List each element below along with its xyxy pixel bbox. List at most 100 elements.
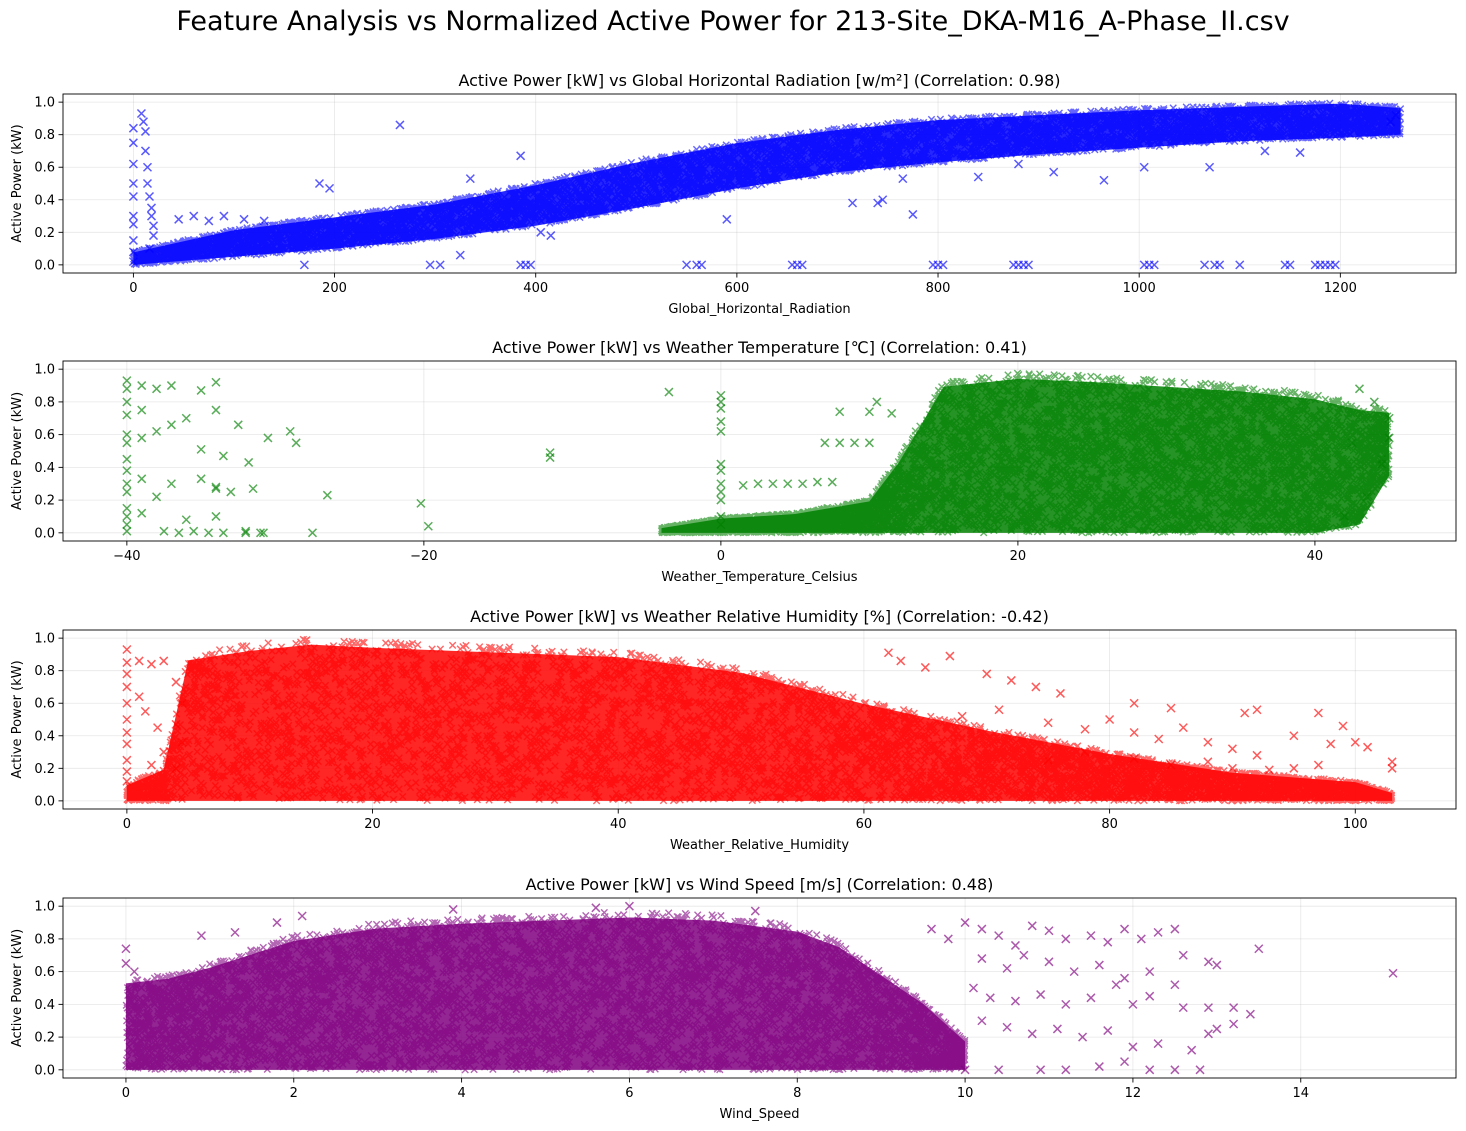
y-tick-label: 0.0 [34,258,55,273]
scatter-point [716,417,726,427]
scatter-point [864,407,874,417]
scatter-point [1094,1062,1104,1072]
scatter-point [122,755,132,765]
scatter-point [1061,1065,1071,1075]
subplot-1: 0 200 400 600 800 1000 1200 0.0 0.2 0.4 0.6 0.8 1.0 A… [10,71,1457,317]
subplot-3: 0 20 40 60 80 100 0.0 0.2 0.4 0.6 0.8 1.0 Active Pow… [10,607,1457,853]
scatter-point [1203,1029,1213,1039]
scatter-point [1340,511,1350,521]
y-tick-label: 1.0 [34,96,55,111]
y-tick-label: 0.6 [34,428,55,443]
scatter-point [1061,999,1071,1009]
scatter-point [872,397,882,407]
x-tick-label: 100 [1343,817,1368,832]
y-axis-label: Active Power (kW) [10,929,25,1047]
y-tick-label: 0.4 [34,729,55,744]
figure-suptitle: Feature Analysis vs Normalized Active Po… [176,6,1290,37]
scatter-point [716,487,726,497]
scatter-point [768,479,778,489]
scatter-point [171,719,181,729]
subplot-title: Active Power [kW] vs Global Horizontal R… [458,71,1060,90]
scatter-point [122,669,132,679]
scatter-point [122,410,132,420]
scatter-point [750,906,760,916]
scatter-point [204,216,214,226]
scatter-point [1069,967,1079,977]
scatter-point [1384,433,1394,443]
scatter-point [1027,921,1037,931]
dense-marker-core [133,103,1401,265]
axes-frame [62,629,1457,810]
subplot-title: Active Power [kW] vs Weather Temperature… [492,338,1027,357]
y-axis-label: Active Power (kW) [10,124,25,242]
scatter-point [241,528,251,538]
scatter-point [1145,1065,1155,1075]
scatter-point [1139,162,1149,172]
scatter-point [241,526,251,536]
scatter-point [1061,934,1071,944]
scatter-point [1031,682,1041,692]
scatter-point [977,1016,987,1026]
y-tick-label: 0.6 [34,965,55,980]
x-tick-label: 80 [1101,817,1118,832]
scatter-point [1252,750,1262,760]
scatter-point [982,669,992,679]
scatter-point [219,211,229,221]
scatter-point [171,677,181,687]
scatter-point [827,477,837,487]
scatter-point [1384,413,1394,423]
scatter-point [716,426,726,436]
scatter-point [121,944,131,954]
scatter-point [1086,993,1096,1003]
scatter-point [230,927,240,937]
x-tick-label: −40 [113,549,140,564]
axes-frame [62,897,1457,1079]
scatter-point [1129,698,1139,708]
y-tick-label: 0.8 [34,395,55,410]
scatter-point [1080,747,1090,757]
scatter-point [325,183,335,193]
scatter-point [1078,1032,1088,1042]
x-tick-label: −20 [410,549,437,564]
scatter-point [239,214,249,224]
x-tick-label: 10 [957,1086,974,1101]
scatter-point [226,487,236,497]
scatter-point [140,706,150,716]
scatter-point [142,178,153,189]
scatter-point [122,714,132,725]
scatter-point [994,705,1004,715]
scatter-point [1136,934,1146,944]
scatter-point [140,126,151,136]
scatter-point [1149,260,1159,270]
scatter-point [977,954,987,964]
scatter-point [1024,260,1034,270]
scatter-point [144,244,155,254]
subplot-title: Active Power [kW] vs Weather Relative Hu… [470,607,1049,626]
scatter-point [1386,117,1396,127]
scatter-point [783,479,793,489]
scatter-point [873,198,883,208]
x-tick-label: 60 [856,817,873,832]
y-tick-label: 1.0 [34,363,55,378]
scatter-point [314,178,325,189]
scatter-point [716,397,726,407]
scatter-point [1044,957,1054,967]
x-tick-label: 200 [322,281,347,296]
scatter-point [1187,1045,1197,1055]
scatter-point [1153,1039,1163,1049]
scatter-point [122,430,132,440]
axes-frame [62,360,1457,542]
scatter-point [682,260,692,270]
subplot-4: 0 2 4 6 8 10 12 14 0.0 0.2 0.4 0.6 0.8 1.0 Active Powe… [10,875,1457,1122]
scatter-point [122,682,132,692]
x-tick-label: 6 [625,1086,633,1101]
scatter-point [1010,996,1020,1006]
scatter-point [1260,146,1270,156]
scatter-point [1170,924,1180,934]
scatter-point [797,260,807,270]
scatter-point [171,763,181,773]
x-tick-label: 20 [1010,549,1027,564]
x-tick-label: 8 [793,1086,801,1101]
x-tick-label: 0 [129,281,137,296]
scatter-point [1285,260,1295,270]
